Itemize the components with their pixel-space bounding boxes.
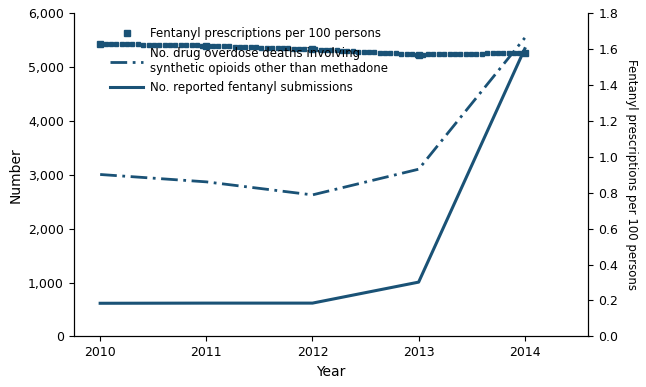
Line: No. reported fentanyl submissions: No. reported fentanyl submissions xyxy=(100,49,525,303)
Fentanyl prescriptions per 100 persons xyxy=(96,41,104,46)
Fentanyl prescriptions per 100 persons xyxy=(415,52,422,57)
No. reported fentanyl submissions xyxy=(96,301,104,306)
No. reported fentanyl submissions xyxy=(415,280,422,284)
Y-axis label: Fentanyl prescriptions per 100 persons: Fentanyl prescriptions per 100 persons xyxy=(625,59,638,290)
Line: No. drug overdose deaths involving
synthetic opioids other than methadone: No. drug overdose deaths involving synth… xyxy=(100,38,525,195)
Y-axis label: Number: Number xyxy=(8,147,23,203)
Legend: Fentanyl prescriptions per 100 persons, No. drug overdose deaths involving
synth: Fentanyl prescriptions per 100 persons, … xyxy=(105,22,393,99)
Line: Fentanyl prescriptions per 100 persons: Fentanyl prescriptions per 100 persons xyxy=(97,40,528,58)
X-axis label: Year: Year xyxy=(317,365,346,378)
Fentanyl prescriptions per 100 persons xyxy=(309,47,317,51)
No. reported fentanyl submissions xyxy=(202,301,210,305)
No. reported fentanyl submissions xyxy=(309,301,317,305)
No. drug overdose deaths involving
synthetic opioids other than methadone xyxy=(521,36,528,40)
Fentanyl prescriptions per 100 persons xyxy=(202,43,210,48)
No. drug overdose deaths involving
synthetic opioids other than methadone xyxy=(309,193,317,197)
No. drug overdose deaths involving
synthetic opioids other than methadone xyxy=(96,172,104,177)
No. reported fentanyl submissions xyxy=(521,46,528,51)
No. drug overdose deaths involving
synthetic opioids other than methadone xyxy=(415,167,422,171)
No. drug overdose deaths involving
synthetic opioids other than methadone xyxy=(202,180,210,184)
Fentanyl prescriptions per 100 persons xyxy=(521,50,528,55)
